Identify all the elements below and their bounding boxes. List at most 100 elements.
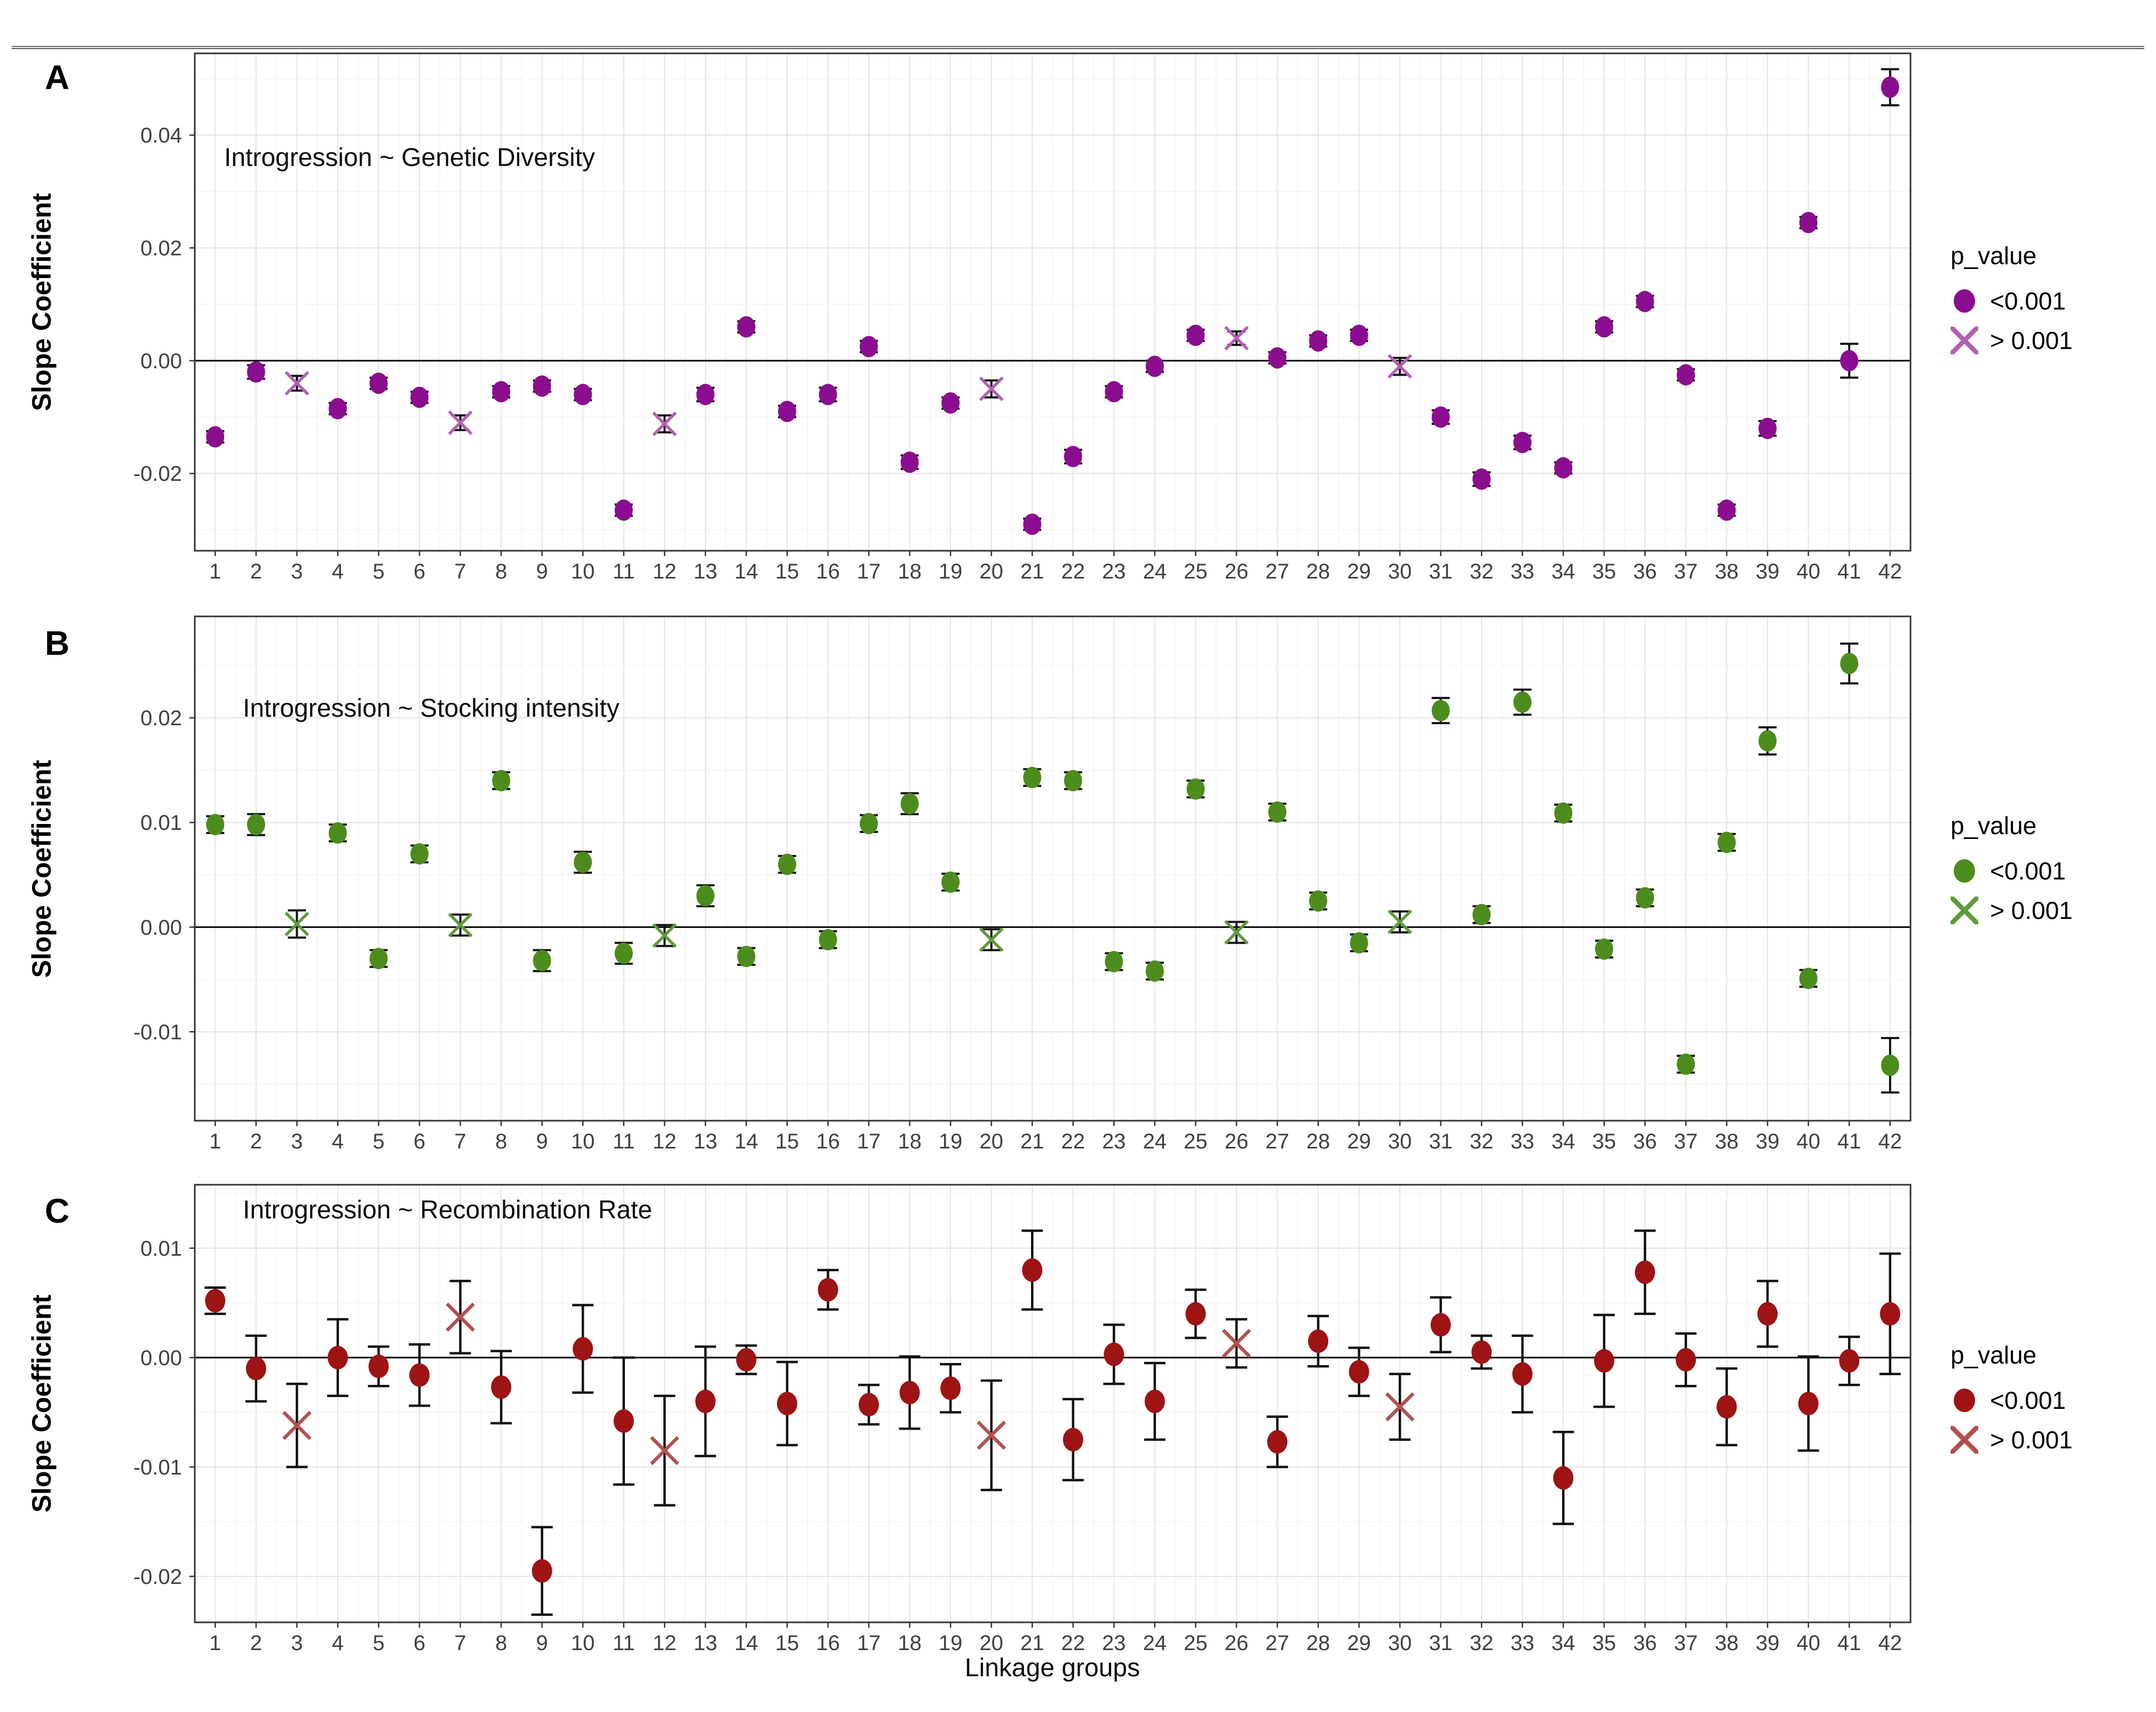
dot-marker-icon [1636,887,1654,909]
data-point-lg-25 [1186,324,1205,346]
dot-marker-icon [696,384,715,406]
dot-marker-icon [369,372,388,394]
dot-marker-icon [900,451,919,473]
x-tick-label: 9 [536,1130,548,1153]
dot-marker-icon [1022,1258,1043,1282]
x-tick-label: 20 [979,1631,1003,1655]
dot-marker-icon [1145,355,1164,377]
x-tick-label: 36 [1633,1130,1657,1153]
x-tick-label: 13 [694,1631,718,1655]
y-tick-label: 0.04 [140,124,182,147]
dot-marker-icon [206,814,225,836]
panel-a-plot: 1 2 3 4 5 6 7 8 9 10 11 12 13 14 15 16 17 18 19 20 21 22 23 24 2… [133,52,1912,583]
x-tick-label: 28 [1306,560,1330,583]
dot-marker-icon [1472,903,1491,925]
x-tick-label: 16 [816,1130,840,1153]
legend-item-significant: <0.001 [1951,854,2153,888]
dot-marker-icon [1594,1349,1614,1373]
data-point-lg-19 [940,1362,962,1414]
data-point-lg-37 [1676,364,1695,386]
data-point-lg-12 [649,1394,679,1507]
x-tick-label: 1 [209,560,221,583]
data-point-lg-20 [979,376,1004,401]
data-point-lg-32 [1472,468,1491,490]
data-point-lg-19 [941,392,960,414]
x-tick-label: 39 [1756,560,1780,583]
data-point-lg-39 [1757,1280,1779,1348]
x-tick-label: 14 [734,560,758,583]
x-tick-label: 37 [1674,1130,1698,1153]
panel-a-y-axis-title: Slope Coefficient [27,193,57,411]
data-point-lg-16 [817,1269,839,1311]
y-tick-label: 0.00 [140,916,182,939]
data-point-lg-21 [1023,766,1042,788]
dot-marker-icon [1268,801,1287,823]
dot-marker-icon [1513,432,1532,454]
x-tick-label: 18 [898,1631,922,1655]
x-tick-label: 38 [1715,560,1739,583]
x-tick-label: 33 [1511,1130,1535,1153]
x-tick-label: 26 [1225,560,1249,583]
dot-marker-icon [1595,316,1613,338]
dot-marker-icon [1553,1466,1574,1490]
dot-marker-icon [1431,700,1450,722]
x-tick-label: 19 [939,560,963,583]
data-point-lg-23 [1105,950,1123,972]
data-point-lg-14 [735,1344,757,1375]
legend-title: p_value [1951,812,2037,839]
dot-marker-icon [1799,968,1818,989]
x-tick-label: 24 [1143,1130,1167,1153]
legend-item-significant: <0.001 [1951,284,2153,318]
x-tick-label: 8 [495,560,507,583]
dot-marker-icon [1758,730,1777,752]
dot-marker-icon [1513,691,1532,713]
data-point-lg-42 [1881,68,1899,107]
dot-marker-icon [1309,330,1328,352]
dot-marker-icon [327,1345,348,1369]
data-point-lg-37 [1675,1332,1697,1388]
dot-marker-icon [206,426,225,448]
x-tick-label: 30 [1388,560,1412,583]
data-point-lg-10 [572,1304,594,1394]
data-point-lg-7 [446,1280,475,1354]
y-tick-label: 0.00 [140,350,182,373]
dot-marker-icon [1954,1389,1975,1412]
data-point-lg-27 [1268,801,1287,823]
dot-marker-icon [1840,350,1859,371]
data-point-lg-22 [1064,446,1082,467]
data-point-lg-1 [206,426,225,448]
data-point-lg-14 [737,946,756,968]
dot-marker-icon [492,770,511,791]
data-point-lg-19 [941,871,960,893]
x-tick-label: 41 [1837,1130,1861,1153]
data-point-lg-14 [737,316,756,338]
x-tick-label: 3 [291,1130,303,1153]
data-point-lg-21 [1023,513,1042,535]
dot-marker-icon [1471,1340,1492,1364]
dot-marker-icon [1145,960,1164,982]
x-tick-label: 8 [495,1130,507,1153]
x-tick-label: 13 [694,560,718,583]
data-point-lg-31 [1431,696,1450,724]
top-rule [12,46,2144,49]
data-point-lg-24 [1145,355,1164,377]
panel-c-y-axis-title: Slope Coefficient [27,1294,57,1513]
dot-marker-icon [1144,1389,1165,1413]
x-tick-label: 17 [857,560,881,583]
x-tick-label: 33 [1511,1631,1535,1655]
x-tick-label: 42 [1878,1631,1902,1655]
data-point-lg-2 [247,813,265,836]
x-tick-label: 4 [332,1130,344,1153]
data-point-lg-29 [1350,324,1368,346]
data-point-lg-32 [1472,903,1491,925]
x-axis-title: Linkage groups [964,1654,1140,1682]
x-tick-label: 22 [1061,1631,1085,1655]
dot-marker-icon [859,1393,879,1417]
x-tick-label: 5 [372,1130,384,1153]
data-point-lg-35 [1595,316,1613,338]
data-point-lg-40 [1797,1355,1819,1452]
data-point-lg-3 [284,909,310,939]
dot-marker-icon [1472,468,1491,490]
x-tick-label: 13 [694,1130,718,1153]
data-point-lg-28 [1309,890,1328,912]
